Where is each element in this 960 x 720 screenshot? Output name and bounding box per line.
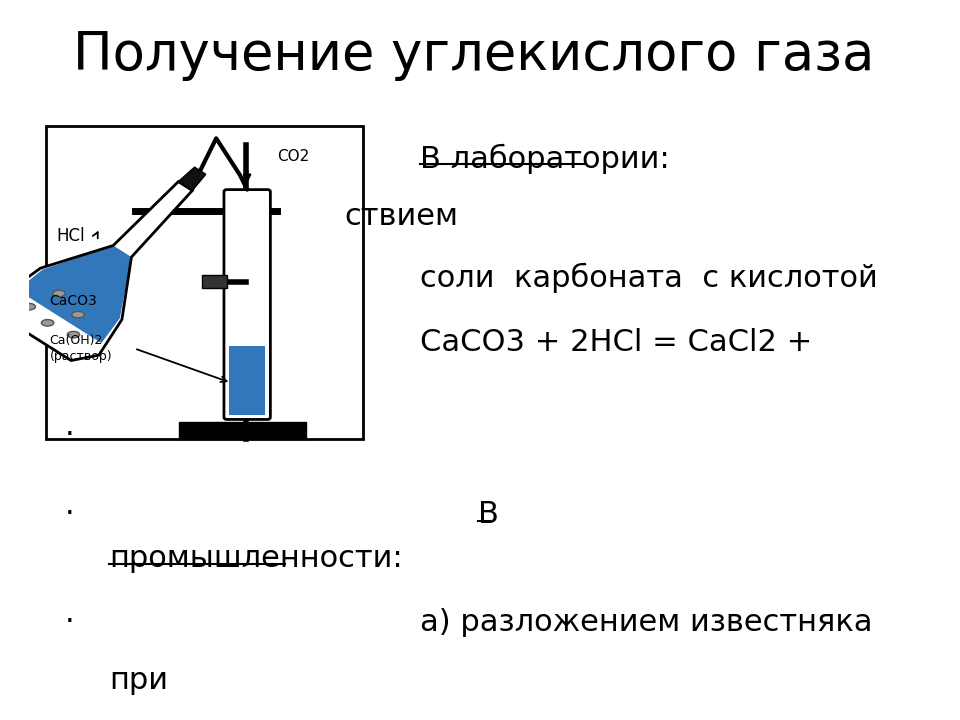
- Ellipse shape: [23, 303, 36, 310]
- Ellipse shape: [41, 320, 54, 326]
- Ellipse shape: [67, 331, 80, 338]
- Polygon shape: [17, 246, 132, 343]
- Bar: [229, 346, 265, 415]
- Text: ·: ·: [64, 421, 74, 450]
- Text: соли  карбоната  с кислотой: соли карбоната с кислотой: [420, 263, 878, 293]
- Text: Получение углекислого газа: Получение углекислого газа: [73, 29, 875, 81]
- Text: промышленности:: промышленности:: [108, 544, 402, 572]
- Ellipse shape: [53, 290, 65, 297]
- Ellipse shape: [72, 312, 84, 318]
- FancyBboxPatch shape: [224, 189, 271, 420]
- Text: CaCO3 + 2HCl = CaCl2 +: CaCO3 + 2HCl = CaCl2 +: [420, 328, 812, 356]
- Bar: [202, 276, 227, 289]
- Text: Ca(OH)2
(раствор): Ca(OH)2 (раствор): [50, 334, 112, 363]
- Bar: [46, 126, 363, 439]
- Text: ·: ·: [64, 608, 74, 637]
- Polygon shape: [179, 167, 205, 191]
- Text: а) разложением известняка: а) разложением известняка: [420, 608, 873, 637]
- Text: при: при: [108, 666, 168, 695]
- Text: HCl: HCl: [56, 227, 84, 245]
- Text: ствием: ствием: [345, 202, 459, 230]
- Text: CaCO3: CaCO3: [50, 294, 97, 308]
- Polygon shape: [4, 181, 192, 361]
- Text: ·: ·: [64, 500, 74, 529]
- Text: CO2: CO2: [277, 148, 309, 163]
- Text: В: В: [478, 500, 499, 529]
- Bar: [180, 422, 305, 439]
- Text: В лаборатории:: В лаборатории:: [420, 144, 670, 174]
